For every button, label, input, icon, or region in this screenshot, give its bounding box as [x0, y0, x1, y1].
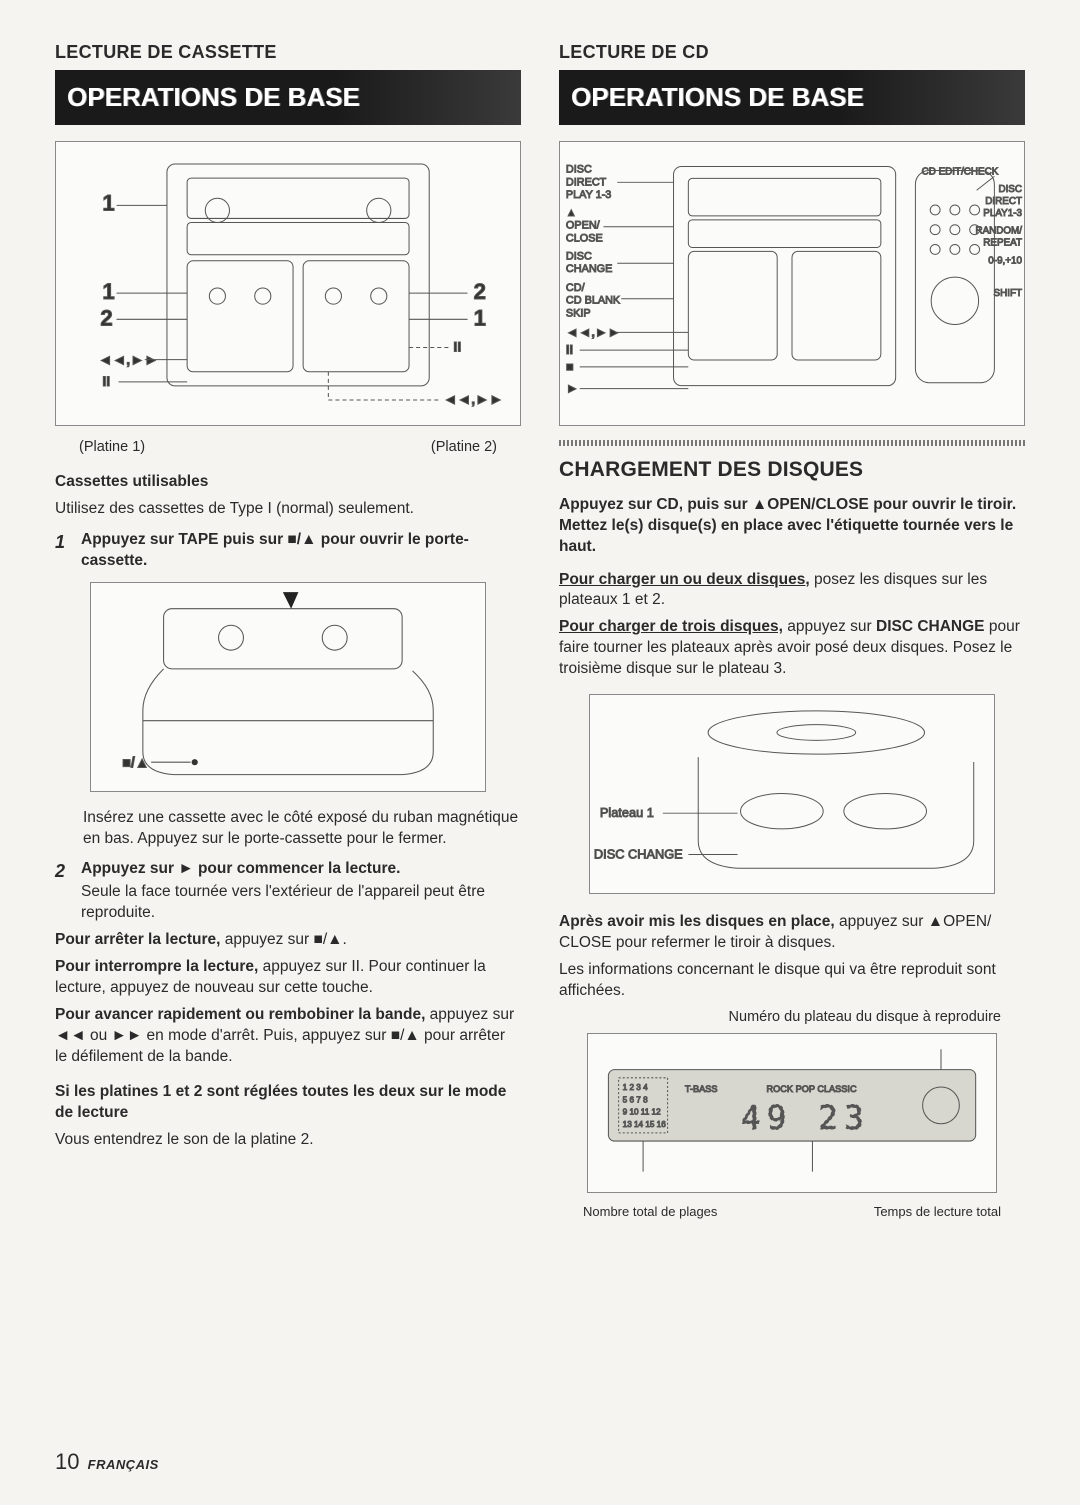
display-top-callout: Numéro du plateau du disque à reproduire — [583, 1008, 1001, 1028]
svg-text:DIRECT: DIRECT — [985, 196, 1022, 207]
cassette-unit-diagram: 1 1 2 2 1 ◄◄,►► II II ◄◄,►► — [55, 141, 521, 426]
load12-lead: Pour charger un ou deux disques, — [559, 571, 810, 588]
svg-text:◄◄,►►: ◄◄,►► — [443, 391, 503, 407]
cassettes-utilisables-body: Utilisez des cassettes de Type I (normal… — [55, 499, 521, 520]
svg-text:T-BASS: T-BASS — [685, 1084, 718, 1094]
svg-text:49 23: 49 23 — [741, 1099, 870, 1137]
svg-text:1 2 3 4: 1 2 3 4 — [623, 1083, 648, 1092]
svg-text:CLOSE: CLOSE — [566, 233, 603, 245]
disc-tray-diagram: Plateau 1 DISC CHANGE — [589, 694, 994, 894]
cd-display-diagram: 1 2 3 4 5 6 7 8 9 10 11 12 13 14 15 16 T… — [587, 1033, 997, 1193]
right-bar-title: OPERATIONS DE BASE — [571, 82, 864, 112]
step-2-lead: Appuyez sur ► pour commencer la lecture. — [81, 860, 400, 877]
svg-text:Plateau 1: Plateau 1 — [600, 805, 654, 820]
svg-text:DISC: DISC — [566, 251, 592, 263]
insert-cassette-body: Insérez une cassette avec le côté exposé… — [83, 808, 521, 850]
svg-text:■: ■ — [566, 359, 574, 374]
svg-text:DISC: DISC — [566, 164, 592, 176]
pause-lead: Pour interrompre la lecture, — [55, 958, 258, 975]
page-number: 10 — [55, 1449, 79, 1474]
svg-text:DIRECT: DIRECT — [566, 177, 607, 189]
after-load: Après avoir mis les disques en place, ap… — [559, 912, 1025, 954]
step-1: 1 Appuyez sur TAPE puis sur ■/▲ pour ouv… — [55, 530, 521, 572]
svg-text:1: 1 — [102, 280, 114, 305]
svg-text:RANDOM/: RANDOM/ — [975, 226, 1022, 237]
chargement-heading: CHARGEMENT DES DISQUES — [559, 456, 1025, 484]
right-operations-bar: OPERATIONS DE BASE — [559, 70, 1025, 125]
svg-text:SHIFT: SHIFT — [994, 288, 1022, 299]
svg-text:DISC CHANGE: DISC CHANGE — [594, 847, 683, 862]
load-one-two: Pour charger un ou deux disques, posez l… — [559, 570, 1025, 612]
svg-text:PLAY1-3: PLAY1-3 — [983, 208, 1022, 219]
step-1-num: 1 — [55, 530, 73, 572]
stop-lead: Pour arrêter la lecture, — [55, 931, 220, 948]
pause-playback: Pour interrompre la lecture, appuyez sur… — [55, 957, 521, 999]
svg-text:II: II — [566, 342, 573, 357]
cd-unit-diagram: DISC DIRECT PLAY 1-3 ▲ OPEN/ CLOSE DISC … — [559, 141, 1025, 426]
load3-bold: DISC CHANGE — [876, 618, 985, 635]
svg-text:►: ► — [566, 381, 579, 396]
ff-rewind: Pour avancer rapidement ou rembobiner la… — [55, 1005, 521, 1068]
stop-playback: Pour arrêter la lecture, appuyez sur ■/▲… — [55, 930, 521, 951]
both-decks-heading: Si les platines 1 et 2 sont réglées tout… — [55, 1082, 521, 1124]
left-bar-title: OPERATIONS DE BASE — [67, 82, 360, 112]
ff-lead: Pour avancer rapidement ou rembobiner la… — [55, 1006, 425, 1023]
svg-text:OPEN/: OPEN/ — [566, 220, 601, 232]
cassette-insert-diagram: ■/▲ — [90, 582, 486, 792]
left-column: LECTURE DE CASSETTE OPERATIONS DE BASE 1… — [55, 40, 521, 1221]
svg-text:1: 1 — [102, 191, 114, 216]
step-1-text: Appuyez sur TAPE puis sur ■/▲ pour ouvri… — [81, 530, 521, 572]
page-footer: 10 FRANÇAIS — [55, 1447, 159, 1477]
display-bottom-left: Nombre total de plages — [583, 1203, 717, 1221]
svg-text:9 10 11 12: 9 10 11 12 — [623, 1108, 661, 1117]
two-column-layout: LECTURE DE CASSETTE OPERATIONS DE BASE 1… — [55, 40, 1025, 1221]
stop-rest: appuyez sur ■/▲. — [220, 931, 346, 948]
load-three: Pour charger de trois disques, appuyez s… — [559, 617, 1025, 680]
display-info-text: Les informations concernant le disque qu… — [559, 960, 1025, 1002]
svg-text:0-9,+10: 0-9,+10 — [988, 256, 1022, 267]
step-2-text: Appuyez sur ► pour commencer la lecture.… — [81, 859, 521, 924]
svg-text:13 14 15 16: 13 14 15 16 — [623, 1120, 667, 1129]
ornate-divider — [559, 440, 1025, 446]
svg-text:II: II — [102, 373, 110, 389]
platine-labels: (Platine 1) (Platine 2) — [79, 438, 497, 458]
svg-text:CD EDIT/CHECK: CD EDIT/CHECK — [922, 167, 999, 178]
svg-text:2: 2 — [474, 280, 486, 305]
svg-text:ROCK POP CLASSIC: ROCK POP CLASSIC — [766, 1084, 856, 1094]
load3-lead: Pour charger de trois disques, — [559, 618, 783, 635]
platine1-label: (Platine 1) — [79, 438, 145, 458]
right-column: LECTURE DE CD OPERATIONS DE BASE DISC DI… — [559, 40, 1025, 1221]
step-2-body: Seule la face tournée vers l'extérieur d… — [81, 882, 521, 924]
svg-text:1: 1 — [474, 306, 486, 331]
after-load-lead: Après avoir mis les disques en place, — [559, 913, 835, 930]
platine2-label: (Platine 2) — [431, 438, 497, 458]
page-language: FRANÇAIS — [88, 1457, 159, 1472]
svg-text:CHANGE: CHANGE — [566, 264, 612, 276]
step-2: 2 Appuyez sur ► pour commencer la lectur… — [55, 859, 521, 924]
svg-text:REPEAT: REPEAT — [983, 238, 1022, 249]
svg-text:◄◄,►►: ◄◄,►► — [566, 325, 620, 340]
svg-text:2: 2 — [100, 306, 112, 331]
cassettes-utilisables-heading: Cassettes utilisables — [55, 472, 521, 493]
svg-text:▲: ▲ — [566, 207, 577, 219]
load3-rest1: appuyez sur — [783, 618, 876, 635]
svg-text:5 6 7 8: 5 6 7 8 — [623, 1096, 648, 1105]
both-decks-body: Vous entendrez le son de la platine 2. — [55, 1130, 521, 1151]
left-operations-bar: OPERATIONS DE BASE — [55, 70, 521, 125]
svg-text:CD/: CD/ — [566, 282, 586, 294]
svg-text:PLAY 1-3: PLAY 1-3 — [566, 189, 611, 201]
svg-text:CD BLANK: CD BLANK — [566, 295, 621, 307]
chargement-lead: Appuyez sur CD, puis sur ▲OPEN/CLOSE pou… — [559, 495, 1025, 558]
display-bottom-callouts: Nombre total de plages Temps de lecture … — [583, 1203, 1001, 1221]
left-section-label: LECTURE DE CASSETTE — [55, 40, 521, 64]
display-bottom-right: Temps de lecture total — [874, 1203, 1001, 1221]
step-2-num: 2 — [55, 859, 73, 924]
svg-text:SKIP: SKIP — [566, 308, 591, 320]
svg-text:■/▲: ■/▲ — [122, 755, 149, 771]
svg-text:DISC: DISC — [998, 185, 1022, 196]
svg-text:II: II — [453, 339, 461, 355]
right-section-label: LECTURE DE CD — [559, 40, 1025, 64]
